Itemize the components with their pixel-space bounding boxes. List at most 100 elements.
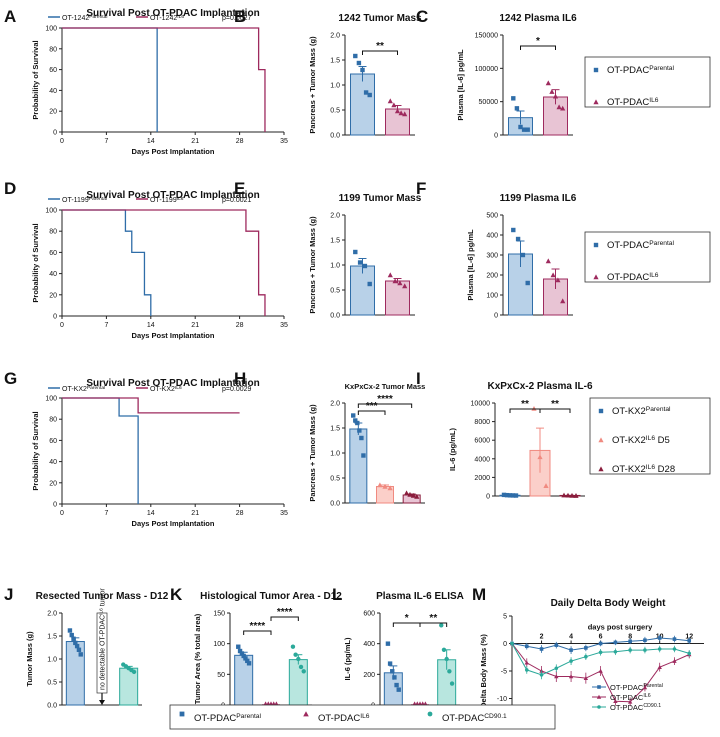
panel-A: 0 20 40 60 80 100 0 7 14 21 28 35 Survival Post OT-P… [31,8,288,156]
legend-label-sup: IL6 [646,464,656,471]
x-tick-label: 4 [569,634,573,641]
legend-label-base: OT-KX2 [612,464,646,475]
y-axis-label: Tumor Mass (g) [25,631,34,687]
data-point [71,636,76,641]
legend-label-base: OT-PDAC [607,272,649,283]
panel-letter-D: D [4,179,16,198]
data-point [524,668,529,672]
y-tick-label: 50 [217,672,225,679]
data-point [507,493,513,498]
data-point [410,492,416,498]
x-tick-label: 0 [60,138,64,145]
data-point [524,660,529,665]
data-point [525,280,530,286]
y-tick-label: 100 [213,641,225,648]
data-point [537,454,543,460]
data-point [628,648,632,652]
data-point [236,644,241,649]
legend-label-tail: D28 [655,464,675,475]
data-point [357,428,362,433]
data-point [293,652,298,657]
legend-marker [597,705,601,709]
legend-label-sup: Parental [646,406,671,413]
data-point [568,674,574,679]
annotation-text: no detectable OT-PDACIL6 tumor [98,588,107,690]
data-point [657,636,662,640]
y-tick-label: 2.0 [330,401,340,408]
legend-label-sup: IL6 [646,435,656,442]
y-tick-label: 0 [53,314,57,321]
y-tick-label: 0.0 [330,501,340,508]
legend-label-base: OT-PDAC [607,240,649,251]
data-point [560,105,566,111]
panel-J: 0.0 0.5 1.0 1.5 2.0 Resected Tumor Mass - D12… [25,588,169,710]
x-tick-label: 12 [685,634,693,641]
legend-marker [597,685,601,689]
data-point [598,641,603,646]
legend-label-base: OT-PDAC [607,65,649,76]
y-axis-label: Plasma [IL-6] pg/mL [466,229,475,301]
p-value: p=0.0021 [222,197,251,204]
panel-G: 0 20 40 60 80 100 0 7 14 21 28 35 Survival Post OT-P… [31,378,288,528]
data-point [552,93,559,99]
legend-label: OT-1199IL6 [150,196,184,205]
y-tick-label: 0 [53,502,57,509]
y-tick-label: 0.5 [47,680,57,687]
x-tick-label: 14 [147,322,155,329]
panel-letter-B: B [234,7,246,26]
x-tick-label: 14 [147,138,155,145]
survival-line-1 [62,27,266,132]
legend-marker [427,711,433,717]
legend-label: OT-PDACParental [610,683,663,692]
data-point [521,127,527,132]
data-point [394,108,401,114]
sig-label: ** [521,399,529,410]
sig-label: **** [277,607,293,618]
data-point [444,656,449,662]
legend-label: OT-PDACIL6 [318,713,370,725]
legend-bottom: OT-PDACParental OT-PDACIL6 OT-PDACCD90.1 [169,704,556,730]
data-point [687,651,692,656]
panel-M: -15-10-50524681012Daily Delta Body Weigh… [479,598,704,731]
y-tick-label: 200 [363,672,375,679]
y-tick-label: 0 [503,641,507,648]
legend-label: OT-1242Parental [62,14,107,23]
data-point [525,127,530,132]
arrow-head [99,700,105,705]
data-point [643,638,647,642]
panel-letter-J: J [4,585,13,604]
data-point [569,659,573,663]
y-axis-label: Plasma [IL-6] pg/mL [456,49,465,121]
sig-bracket [243,630,272,635]
chart-title: Histological Tumor Area - D12 [200,591,342,602]
x-tick-label: 35 [280,322,288,329]
legend-label: OT-1242IL6 [150,14,184,23]
x-tick-label: 28 [236,510,244,517]
data-point [78,652,83,657]
y-tick-label: 500 [486,213,498,220]
panel-letter-I: I [416,369,421,388]
data-point [584,646,588,650]
legend-label-base: OT-1199 [150,197,177,204]
legend-label-base: OT-PDAC [610,703,644,712]
y-axis-label: Probability of Survival [31,223,40,302]
x-tick-label: 8 [628,634,632,641]
annotation-text-sup: IL6 [98,608,104,615]
data-point [131,669,137,675]
y-tick-label: 0 [486,494,490,501]
data-point [73,640,78,646]
sig-label: ** [376,41,384,52]
data-point [351,413,356,418]
data-point [402,111,408,117]
data-point [385,641,391,646]
y-tick-label: 20 [49,292,57,299]
annotation-text-tail: tumor [100,588,107,609]
data-point [598,668,603,673]
legend-label-sup: IL6 [360,713,370,720]
data-point [672,647,677,651]
data-point [643,648,647,652]
legend-label-tail: D5 [655,435,670,446]
data-point [414,493,420,499]
y-tick-label: 40 [49,271,57,278]
y-axis-label: Pancreas + Tumor Mass (g) [308,404,317,502]
